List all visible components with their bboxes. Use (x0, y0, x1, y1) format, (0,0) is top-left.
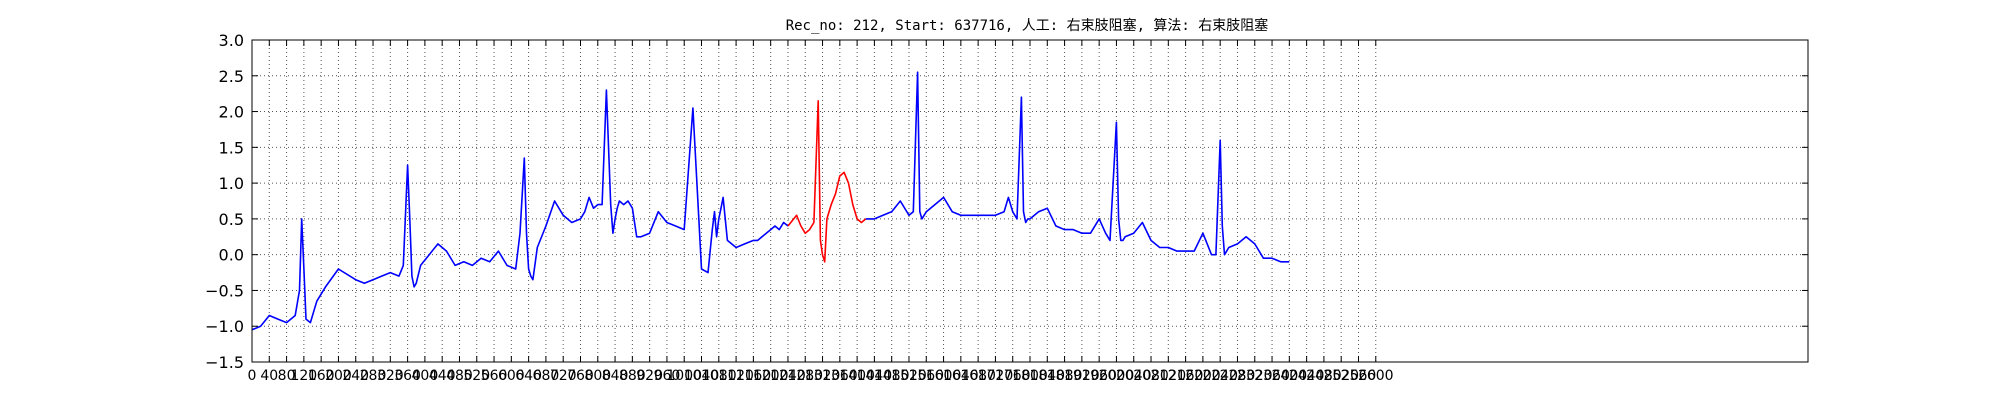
y-tick-label: 1.0 (219, 174, 244, 193)
y-tick-label: 3.0 (219, 31, 244, 50)
x-tick-label: 0 (248, 368, 257, 384)
y-tick-label: 0.0 (219, 246, 244, 265)
chart-title: Rec_no: 212, Start: 637716, 人工: 右束肢阻塞, 算… (786, 17, 1269, 34)
x-tick-label: 2600 (1358, 368, 1394, 384)
y-tick-label: −0.5 (205, 281, 244, 300)
y-tick-label: 2.0 (219, 103, 244, 122)
y-tick-label: 1.5 (219, 138, 244, 157)
x-tick-label: 40 (260, 368, 278, 384)
y-tick-label: 0.5 (219, 210, 244, 229)
y-tick-label: −1.5 (205, 353, 244, 372)
y-tick-label: 2.5 (219, 67, 244, 86)
y-tick-label: −1.0 (205, 317, 244, 336)
